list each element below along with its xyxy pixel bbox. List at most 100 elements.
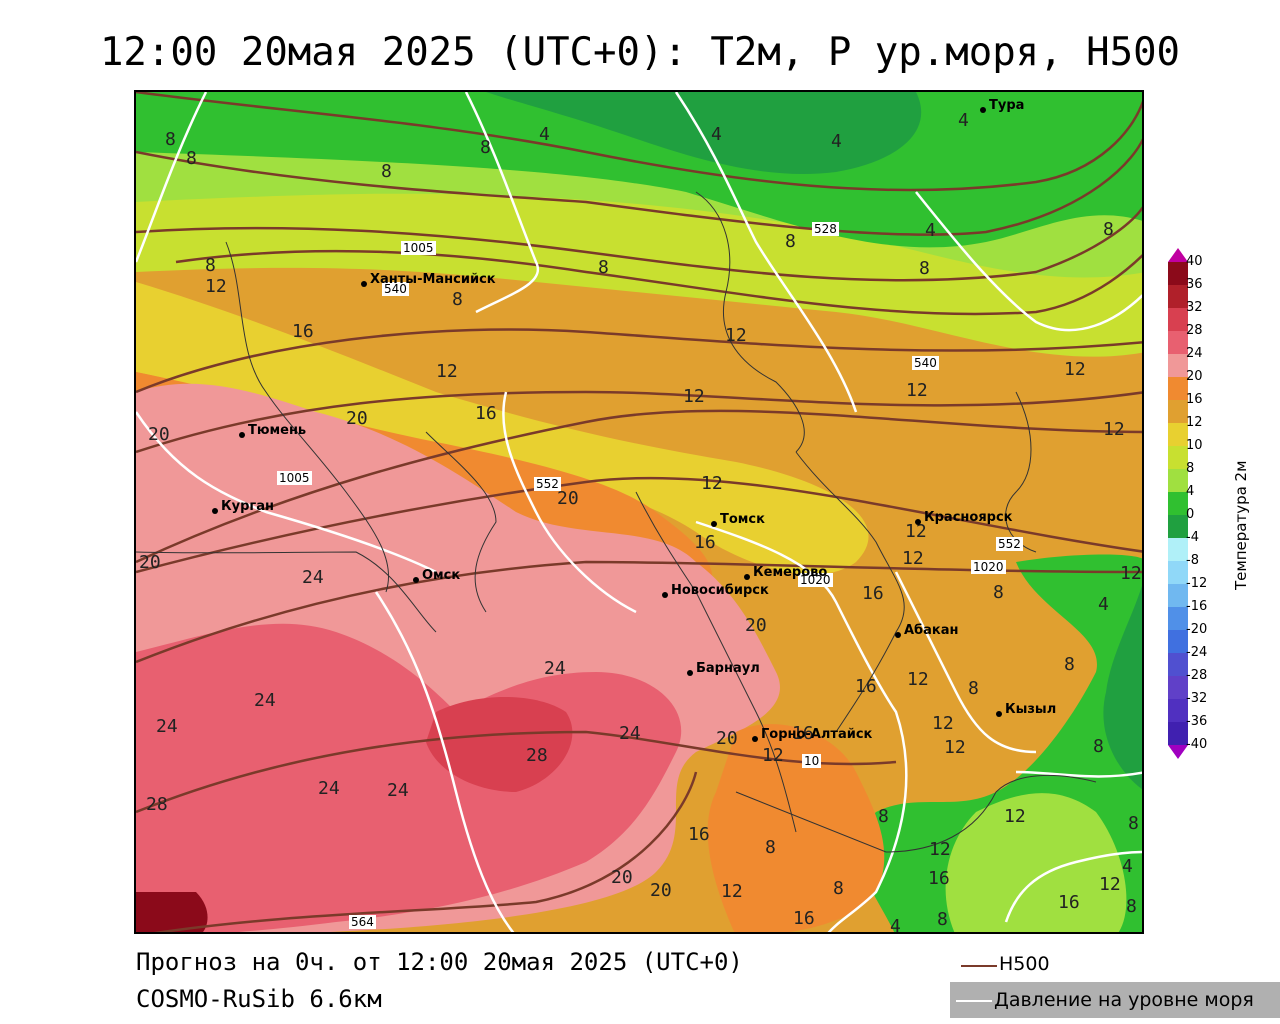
temp-label: 12 — [932, 713, 954, 734]
temp-label: 16 — [793, 908, 815, 929]
colorbar-segment — [1168, 423, 1188, 446]
city-marker[interactable] — [996, 711, 1002, 717]
city-marker[interactable] — [915, 519, 921, 525]
isoline-label: 540 — [382, 282, 409, 296]
temp-label: 8 — [1126, 896, 1137, 917]
temp-label: 24 — [619, 723, 641, 744]
temp-label: 28 — [146, 794, 168, 815]
temp-label: 16 — [1058, 892, 1080, 913]
temp-label: 16 — [855, 676, 877, 697]
colorbar-tick-label: 4 — [1186, 484, 1195, 499]
temp-label: 8 — [1103, 219, 1114, 240]
temp-label: 4 — [711, 124, 722, 145]
temp-label: 20 — [716, 728, 738, 749]
temp-label: 24 — [254, 690, 276, 711]
city-marker[interactable] — [413, 577, 419, 583]
colorbar-tick-label: -40 — [1186, 737, 1208, 752]
colorbar-tick-label: 28 — [1186, 323, 1203, 338]
city-marker[interactable] — [361, 281, 367, 287]
colorbar-tick-label: 10 — [1186, 438, 1203, 453]
temp-label: 4 — [1122, 856, 1133, 877]
colorbar-bottom-arrow — [1168, 745, 1188, 759]
isoline-label: 1020 — [971, 560, 1006, 574]
temp-band-24 — [136, 623, 682, 932]
city-label: Кемерово — [753, 565, 828, 580]
city-label: Тура — [989, 98, 1025, 113]
temp-label: 8 — [205, 255, 216, 276]
colorbar-segment — [1168, 722, 1188, 745]
temp-label: 12 — [907, 669, 929, 690]
colorbar-title: Температура 2м — [1232, 460, 1250, 590]
colorbar-tick-label: 16 — [1186, 392, 1203, 407]
temp-label: 12 — [1120, 563, 1142, 584]
temp-label: 8 — [765, 837, 776, 858]
temp-label: 8 — [381, 161, 392, 182]
colorbar-segment — [1168, 377, 1188, 400]
temp-label: 12 — [929, 839, 951, 860]
city-marker[interactable] — [752, 736, 758, 742]
colorbar-tick-label: -16 — [1186, 599, 1208, 614]
city-label: Новосибирск — [671, 583, 769, 598]
colorbar-tick-label: 8 — [1186, 461, 1195, 476]
temp-band-28 — [426, 697, 573, 792]
temp-label: 8 — [165, 129, 176, 150]
city-marker[interactable] — [687, 670, 693, 676]
weather-map[interactable]: 8 8 4 8 4 4 4 8 4 8 8 8 12 8 8 8 16 12 12 12 12 12 20 16 12 20 12 2… — [134, 90, 1144, 934]
temp-label: 16 — [928, 868, 950, 889]
isoline-label: 564 — [349, 915, 376, 929]
temp-label: 16 — [688, 824, 710, 845]
temp-label: 12 — [725, 325, 747, 346]
city-marker[interactable] — [662, 592, 668, 598]
colorbar-tick-label: 40 — [1186, 254, 1203, 269]
temp-label: 20 — [557, 488, 579, 509]
city-marker[interactable] — [744, 574, 750, 580]
temp-label: 8 — [1093, 736, 1104, 757]
temp-label: 20 — [745, 615, 767, 636]
temp-label: 8 — [480, 137, 491, 158]
city-marker[interactable] — [895, 632, 901, 638]
temp-band-36 — [136, 892, 208, 932]
city-marker[interactable] — [239, 432, 245, 438]
temp-label: 16 — [694, 532, 716, 553]
city-marker[interactable] — [980, 107, 986, 113]
temp-label: 12 — [683, 386, 705, 407]
forecast-info: Прогноз на 0ч. от 12:00 20мая 2025 (UTC+… — [136, 948, 743, 976]
temp-label: 8 — [968, 678, 979, 699]
colorbar-tick-label: -12 — [1186, 576, 1208, 591]
isoline-label: 1005 — [277, 471, 312, 485]
city-label: Барнаул — [696, 661, 760, 676]
temp-label: 8 — [186, 148, 197, 169]
temp-label: 8 — [833, 878, 844, 899]
colorbar-top-arrow — [1168, 248, 1188, 262]
colorbar-tick-label: -28 — [1186, 668, 1208, 683]
colorbar-tick-label: 20 — [1186, 369, 1203, 384]
colorbar-tick-label: -8 — [1186, 553, 1199, 568]
temp-label: 8 — [785, 231, 796, 252]
temp-label: 24 — [318, 778, 340, 799]
colorbar-scale — [1168, 248, 1188, 759]
isoline-label: 552 — [996, 537, 1023, 551]
temp-label: 4 — [958, 110, 969, 131]
temp-label: 12 — [905, 521, 927, 542]
legend-slp-label: Давление на уровне моря — [994, 989, 1254, 1011]
temp-label: 16 — [862, 583, 884, 604]
temp-label: 12 — [1004, 806, 1026, 827]
city-marker[interactable] — [212, 508, 218, 514]
city-marker[interactable] — [711, 521, 717, 527]
city-label: Курган — [221, 499, 274, 514]
temp-band-0 — [486, 92, 922, 174]
city-label: Горно-Алтайск — [761, 727, 873, 742]
colorbar-tick-label: -32 — [1186, 691, 1208, 706]
temp-label: 20 — [139, 552, 161, 573]
temp-label: 8 — [1064, 654, 1075, 675]
model-name: COSMO-RuSib 6.6км — [136, 985, 382, 1013]
temp-label: 4 — [890, 916, 901, 934]
colorbar-tick-label: -36 — [1186, 714, 1208, 729]
city-label: Ханты-Мансийск — [370, 272, 496, 287]
temp-label: 24 — [544, 658, 566, 679]
map-title: 12:00 20мая 2025 (UTC+0): T2м, P ур.моря… — [99, 30, 1181, 75]
temp-label: 4 — [831, 131, 842, 152]
colorbar-tick-label: 0 — [1186, 507, 1195, 522]
colorbar-segment — [1168, 538, 1188, 561]
temp-label: 8 — [878, 806, 889, 827]
